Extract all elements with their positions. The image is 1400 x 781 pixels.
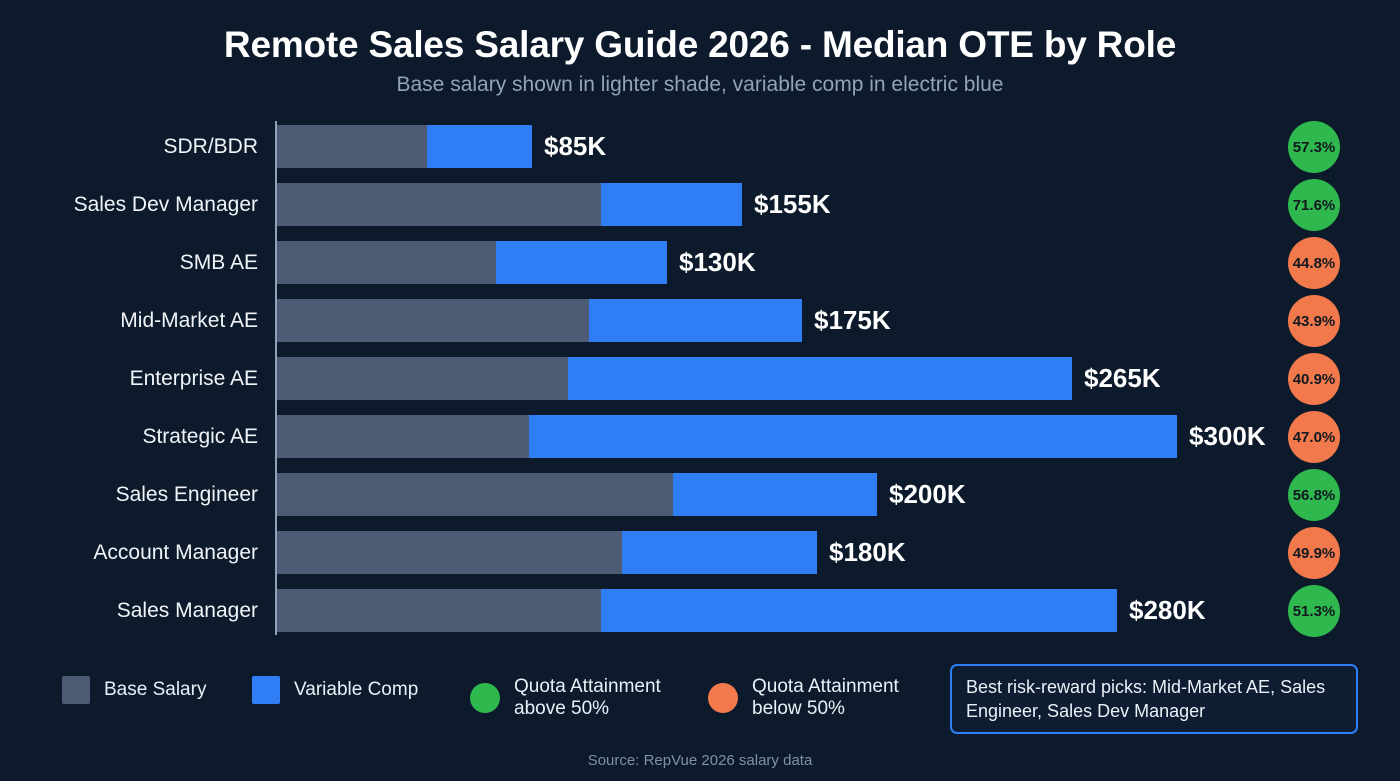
stacked-bar: [277, 241, 667, 284]
stacked-bar: [277, 589, 1117, 632]
legend-circle-swatch: [708, 683, 738, 714]
bar-segment-variable-comp: [589, 299, 802, 342]
legend-label: Base Salary: [104, 678, 207, 700]
bar-value-label: $155K: [754, 189, 831, 219]
bar-row: Sales Manager $280K: [0, 589, 1400, 632]
quota-attainment-badge: 40.9%: [1288, 353, 1340, 405]
source-note: Source: RepVue 2026 salary data: [587, 752, 813, 769]
quota-attainment-badge: 44.8%: [1288, 237, 1340, 289]
stacked-bar: [277, 415, 1177, 458]
bar-row: SDR/BDR $85K: [0, 125, 1400, 168]
bar-value-label: $280K: [1129, 595, 1206, 625]
bar-segment-base-salary: [277, 125, 427, 168]
chart-subtitle: Base salary shown in lighter shade, vari…: [396, 73, 1004, 96]
stacked-bar: [277, 357, 1072, 400]
bar-segment-variable-comp: [568, 357, 1072, 400]
legend-label: Quota Attainment below 50%: [752, 676, 899, 720]
bar-segment-variable-comp: [673, 473, 877, 516]
quota-attainment-badge: 57.3%: [1288, 121, 1340, 173]
bar-row: Sales Dev Manager $155K: [0, 183, 1400, 226]
legend-label: Variable Comp: [294, 678, 419, 700]
y-axis-label: SDR/BDR: [163, 135, 258, 158]
bar-row: Sales Engineer $200K: [0, 473, 1400, 516]
quota-attainment-badge: 71.6%: [1288, 179, 1340, 231]
quota-attainment-badge: 51.3%: [1288, 585, 1340, 637]
legend-item: Quota Attainment above 50%: [470, 676, 661, 721]
y-axis-label: Sales Engineer: [115, 483, 258, 506]
legend-item: Quota Attainment below 50%: [708, 676, 899, 721]
y-axis-label: Strategic AE: [142, 425, 258, 448]
bar-segment-base-salary: [277, 241, 496, 284]
y-axis-label: Sales Manager: [116, 599, 258, 622]
bar-segment-variable-comp: [529, 415, 1177, 458]
stacked-bar: [277, 299, 802, 342]
annotation-box: Best risk-reward picks: Mid-Market AE, S…: [950, 664, 1358, 734]
legend-item: Variable Comp: [252, 676, 418, 704]
bar-segment-base-salary: [277, 531, 622, 574]
bar-value-label: $300K: [1189, 421, 1266, 451]
y-axis-label: Mid-Market AE: [120, 309, 258, 332]
annotation-text: Best risk-reward picks: Mid-Market AE, S…: [966, 677, 1326, 722]
quota-attainment-badge: 56.8%: [1288, 469, 1340, 521]
legend-square-swatch: [252, 676, 280, 704]
bar-row: SMB AE $130K: [0, 241, 1400, 284]
legend-item: Base Salary: [62, 676, 206, 704]
y-axis-label: Enterprise AE: [129, 367, 258, 390]
stacked-bar: [277, 183, 742, 226]
stacked-bar: [277, 531, 817, 574]
bar-segment-variable-comp: [496, 241, 667, 284]
bar-value-label: $200K: [889, 479, 966, 509]
bar-segment-base-salary: [277, 357, 568, 400]
bar-row: Mid-Market AE $175K: [0, 299, 1400, 342]
y-axis-label: SMB AE: [179, 251, 258, 274]
bar-row: Strategic AE $300K: [0, 415, 1400, 458]
bar-value-label: $85K: [544, 131, 607, 161]
y-axis-label: Sales Dev Manager: [73, 193, 258, 216]
bar-value-label: $175K: [814, 305, 891, 335]
bar-segment-base-salary: [277, 589, 601, 632]
bar-segment-base-salary: [277, 415, 529, 458]
chart-title: Remote Sales Salary Guide 2026 - Median …: [223, 24, 1177, 65]
y-axis-line: [275, 121, 277, 635]
bar-segment-variable-comp: [427, 125, 532, 168]
legend-square-swatch: [62, 676, 90, 704]
quota-attainment-badge: 47.0%: [1288, 411, 1340, 463]
quota-attainment-badge: 43.9%: [1288, 295, 1340, 347]
bar-segment-base-salary: [277, 473, 673, 516]
legend-label: Quota Attainment above 50%: [514, 676, 661, 720]
stacked-bar: [277, 473, 877, 516]
bar-segment-base-salary: [277, 299, 589, 342]
chart-legend: Base Salary Variable Comp Quota Attainment…: [0, 664, 1400, 736]
bar-segment-base-salary: [277, 183, 601, 226]
quota-attainment-badge: 49.9%: [1288, 527, 1340, 579]
y-axis-label: Account Manager: [93, 541, 258, 564]
legend-circle-swatch: [470, 683, 500, 714]
bar-value-label: $265K: [1084, 363, 1161, 393]
bar-segment-variable-comp: [601, 589, 1117, 632]
bar-segment-variable-comp: [601, 183, 742, 226]
bar-segment-variable-comp: [622, 531, 817, 574]
bar-row: Account Manager $180K: [0, 531, 1400, 574]
stacked-bar: [277, 125, 532, 168]
bar-value-label: $180K: [829, 537, 906, 567]
bar-row: Enterprise AE $265K: [0, 357, 1400, 400]
bar-value-label: $130K: [679, 247, 756, 277]
